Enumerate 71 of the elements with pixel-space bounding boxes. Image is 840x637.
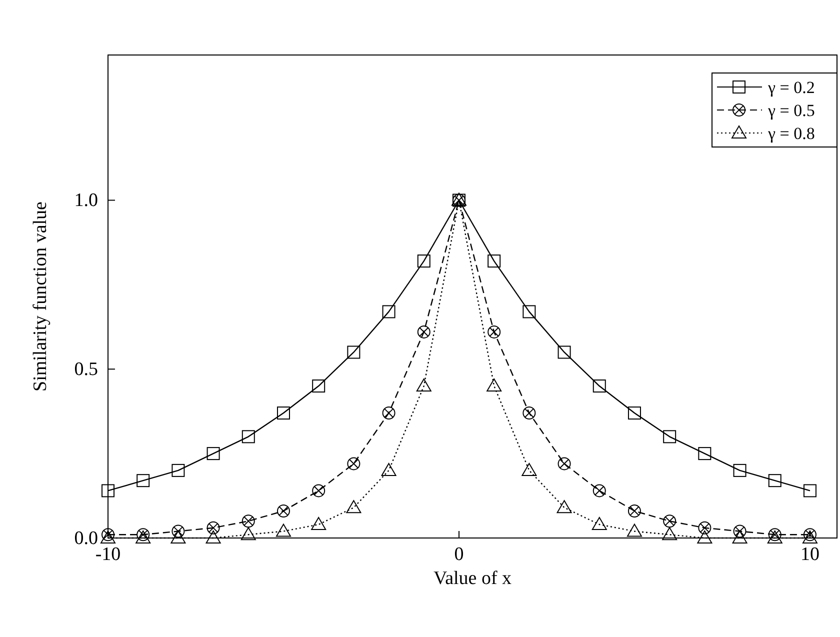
point [347,457,360,470]
point [522,462,537,476]
point [803,528,816,542]
y-tick-label: 0.5 [74,359,98,380]
point [382,305,396,318]
point [592,484,606,498]
point [732,530,748,544]
point [172,524,185,538]
x-tick-label: 10 [800,544,820,565]
x-tick-label: 0 [454,544,464,565]
point [276,406,290,420]
point [662,527,678,540]
point [312,484,326,498]
point [242,430,255,444]
point [556,500,572,514]
y-tick-label: 1.0 [74,190,98,212]
point [488,325,501,338]
x-tick-label: -10 [95,544,121,565]
point [417,254,430,268]
point [312,380,326,393]
point [697,530,712,544]
point [768,528,782,542]
point [206,530,221,544]
point [381,462,396,476]
point [242,514,255,528]
point [628,504,641,518]
legend-label: γ = 0.5 [767,101,815,120]
legend-label: γ = 0.8 [767,124,815,143]
point [136,474,150,488]
point [803,484,816,498]
point [486,378,502,392]
point [347,346,360,359]
point [592,516,607,530]
point [311,516,326,530]
point [102,528,114,542]
point [417,325,430,338]
point [172,464,185,477]
point [522,305,536,318]
point [768,474,782,488]
point [240,527,256,540]
point [276,524,291,537]
point [592,380,606,393]
point [382,406,396,420]
point [663,430,676,444]
point [100,530,116,544]
point [170,530,186,544]
point [558,457,571,470]
x-axis-title: Value of x [433,568,512,589]
point [136,528,150,542]
point [698,521,712,534]
point [626,524,642,537]
point [102,484,114,498]
point [698,447,712,460]
legend-label: γ = 0.2 [767,78,815,97]
point [628,406,641,420]
point [206,447,220,460]
y-tick-label: 0.0 [74,528,98,549]
point [733,464,746,477]
point [206,521,220,534]
point [802,530,818,544]
point [488,254,501,268]
point [558,346,571,359]
point [346,500,362,514]
point [136,530,151,544]
point [767,530,782,544]
point [416,378,432,392]
point [522,406,536,420]
point [663,514,676,528]
point [733,524,746,538]
y-axis-title: Similarity function value [30,202,51,392]
point [276,504,290,518]
